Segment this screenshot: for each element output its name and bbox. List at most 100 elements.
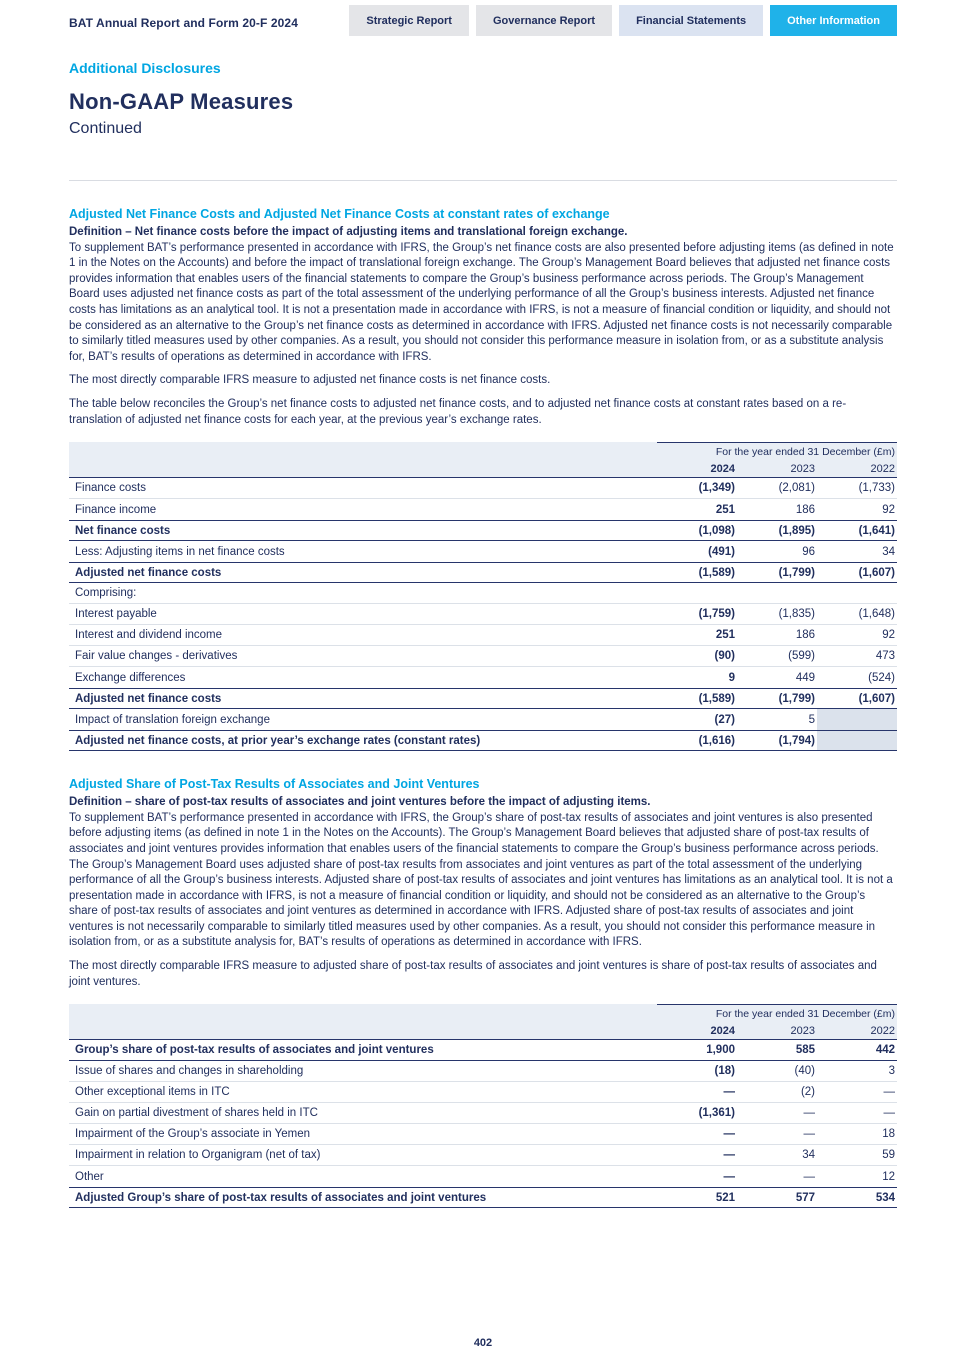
cell-value: 1,900 bbox=[706, 1044, 735, 1057]
row-label: Group’s share of post-tax results of ass… bbox=[75, 1044, 434, 1057]
table-row: Impairment of the Group’s associate in Y… bbox=[69, 1124, 897, 1146]
row-label: Interest payable bbox=[75, 608, 157, 621]
cell-value: (1,733) bbox=[858, 482, 895, 495]
cell-value: 473 bbox=[875, 650, 895, 663]
definition-text: Definition – share of post-tax results o… bbox=[69, 796, 651, 809]
cell-value: 577 bbox=[795, 1191, 815, 1204]
section-heading: Adjusted Net Finance Costs and Adjusted … bbox=[69, 207, 610, 221]
cell-value: 12 bbox=[882, 1170, 895, 1183]
section-associates-joint-ventures: Adjusted Share of Post-Tax Results of As… bbox=[69, 777, 897, 1209]
cell-value: 251 bbox=[715, 503, 735, 516]
table-row: Exchange differences 9 449 (524) bbox=[69, 667, 897, 688]
cell-value: 59 bbox=[882, 1149, 895, 1162]
cell-value: (40) bbox=[794, 1065, 815, 1078]
cell-value: (1,648) bbox=[858, 608, 895, 621]
table-row: Group’s share of post-tax results of ass… bbox=[69, 1040, 897, 1062]
table-row: Finance costs (1,349) (2,081) (1,733) bbox=[69, 478, 897, 500]
row-label: Adjusted net finance costs bbox=[75, 692, 222, 705]
table-row: Interest and dividend income 251 186 92 bbox=[69, 625, 897, 647]
year-column-header: 2024 bbox=[710, 462, 735, 475]
row-label: Net finance costs bbox=[75, 524, 171, 537]
cell-value: 251 bbox=[715, 629, 735, 642]
cell-value: — bbox=[723, 1086, 736, 1099]
row-label: Gain on partial divestment of shares hel… bbox=[75, 1107, 318, 1120]
row-label: Other bbox=[75, 1170, 104, 1183]
period-row: For the year ended 31 December (£m) bbox=[69, 442, 897, 460]
year-column-header: 2023 bbox=[790, 462, 815, 475]
cell-value: (1,759) bbox=[698, 608, 735, 621]
body-paragraph: To supplement BAT’s performance presente… bbox=[69, 811, 893, 949]
body-paragraph: The table below reconciles the Group’s n… bbox=[69, 397, 847, 426]
row-label: Adjusted Group’s share of post-tax resul… bbox=[75, 1191, 487, 1204]
cell-value: 3 bbox=[888, 1065, 895, 1078]
table-row: Impact of translation foreign exchange (2… bbox=[69, 709, 897, 731]
table-row: Other — — 12 bbox=[69, 1166, 897, 1187]
period-label: For the year ended 31 December (£m) bbox=[657, 1004, 897, 1022]
year-column-header: 2023 bbox=[790, 1024, 815, 1037]
cell-value bbox=[817, 583, 897, 603]
row-label: Finance income bbox=[75, 503, 157, 516]
row-label: Adjusted net finance costs bbox=[75, 566, 222, 579]
tab-strategic-report[interactable]: Strategic Report bbox=[349, 5, 469, 36]
table-row: Less: Adjusting items in net finance cos… bbox=[69, 541, 897, 562]
cell-value: (1,799) bbox=[778, 692, 815, 705]
tab-governance-report[interactable]: Governance Report bbox=[475, 5, 613, 36]
section-heading: Adjusted Share of Post-Tax Results of As… bbox=[69, 777, 480, 792]
year-header-row: 2024 2023 2022 bbox=[69, 460, 897, 479]
page-subtitle: Continued bbox=[69, 120, 142, 137]
report-section-tabs: Strategic Report Governance Report Finan… bbox=[349, 0, 897, 36]
cell-value: (18) bbox=[714, 1065, 735, 1078]
year-column-header: 2024 bbox=[710, 1024, 735, 1037]
cell-value: (1,349) bbox=[698, 482, 735, 495]
table-header-band: For the year ended 31 December (£m) 2024 2… bbox=[69, 442, 897, 479]
tab-other-information[interactable]: Other Information bbox=[770, 5, 897, 36]
cell-value: — bbox=[883, 1086, 896, 1099]
cell-value bbox=[817, 709, 897, 731]
cell-value: (1,098) bbox=[698, 524, 735, 537]
cell-value: 96 bbox=[802, 545, 815, 558]
cell-value: 34 bbox=[802, 1149, 815, 1162]
period-label: For the year ended 31 December (£m) bbox=[657, 442, 897, 460]
cell-value: (1,799) bbox=[778, 566, 815, 579]
cell-value: (524) bbox=[868, 671, 895, 684]
table-row: Impairment in relation to Organigram (ne… bbox=[69, 1145, 897, 1167]
row-label: Impact of translation foreign exchange bbox=[75, 713, 270, 726]
cell-value bbox=[657, 583, 737, 603]
cell-value: (1,607) bbox=[858, 566, 895, 579]
cell-value: 449 bbox=[795, 671, 815, 684]
cell-value bbox=[737, 583, 817, 603]
cell-value: (1,589) bbox=[698, 692, 735, 705]
cell-value: 585 bbox=[795, 1044, 815, 1057]
row-label: Issue of shares and changes in sharehold… bbox=[75, 1065, 304, 1078]
cell-value: 9 bbox=[728, 671, 735, 684]
table-row: Net finance costs (1,098) (1,895) (1,641) bbox=[69, 520, 897, 542]
body-paragraph: The most directly comparable IFRS measur… bbox=[69, 374, 551, 387]
cell-value: 92 bbox=[882, 629, 895, 642]
cell-value: — bbox=[803, 1170, 816, 1183]
cell-value: 534 bbox=[875, 1191, 895, 1204]
cell-value: — bbox=[803, 1128, 816, 1141]
section-eyebrow: Additional Disclosures bbox=[69, 60, 221, 76]
top-header: BAT Annual Report and Form 20-F 2024 Str… bbox=[69, 0, 897, 36]
cell-value: 92 bbox=[882, 503, 895, 516]
year-spacer bbox=[69, 460, 657, 477]
row-label: Adjusted net finance costs, at prior yea… bbox=[75, 734, 481, 747]
period-row: For the year ended 31 December (£m) bbox=[69, 1004, 897, 1022]
table-row: Adjusted net finance costs (1,589) (1,799)… bbox=[69, 688, 897, 710]
cell-value: (2,081) bbox=[778, 482, 815, 495]
cell-value: (1,641) bbox=[858, 524, 895, 537]
cell-value: 521 bbox=[715, 1191, 735, 1204]
cell-value: 186 bbox=[795, 503, 815, 516]
cell-value: (491) bbox=[708, 545, 735, 558]
cell-value: (90) bbox=[714, 650, 735, 663]
year-column-header: 2022 bbox=[870, 462, 895, 475]
cell-value: (1,361) bbox=[698, 1107, 735, 1120]
tab-financial-statements[interactable]: Financial Statements bbox=[619, 5, 764, 36]
cell-value: — bbox=[723, 1170, 736, 1183]
body-paragraph: The most directly comparable IFRS measur… bbox=[69, 960, 877, 988]
table-row: Issue of shares and changes in sharehold… bbox=[69, 1061, 897, 1083]
row-label: Less: Adjusting items in net finance cos… bbox=[75, 545, 285, 558]
definition-text: Definition – Net finance costs before th… bbox=[69, 226, 628, 238]
table-row: Gain on partial divestment of shares hel… bbox=[69, 1103, 897, 1125]
table-row: Comprising: bbox=[69, 583, 897, 605]
